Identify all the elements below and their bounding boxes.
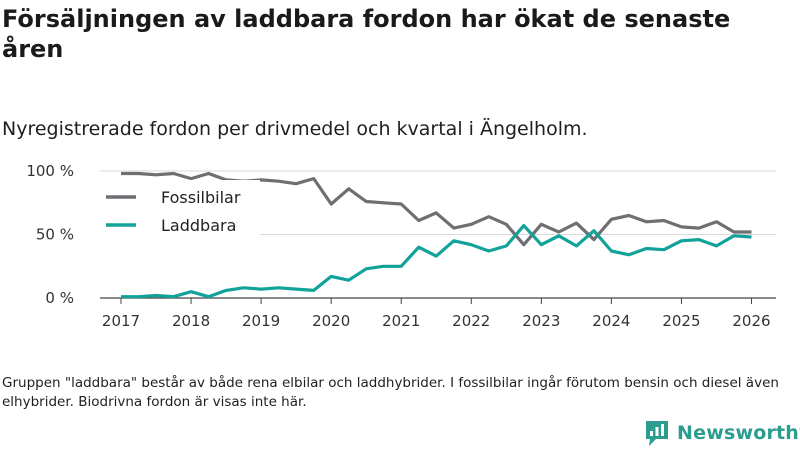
chart-subtitle: Nyregistrerade fordon per drivmedel och … bbox=[2, 118, 588, 140]
legend-background bbox=[97, 180, 260, 242]
footnote: Gruppen "laddbara" består av både rena e… bbox=[2, 375, 779, 410]
x-tick-label: 2021 bbox=[382, 312, 420, 330]
legend-label: Fossilbilar bbox=[161, 188, 241, 207]
y-tick-label: 0 % bbox=[45, 289, 74, 307]
series-line-laddbara bbox=[121, 223, 752, 299]
x-tick-label: 2019 bbox=[242, 312, 280, 330]
chart-title: Försäljningen av laddbara fordon har öka… bbox=[2, 5, 731, 63]
y-tick-label: 50 % bbox=[36, 226, 74, 244]
series-layer bbox=[121, 171, 752, 299]
axis-layer: 0 % 50 % 100 % 2017 2018 2019 2020 2021 2022 2023… bbox=[26, 162, 770, 330]
y-tick-label: 100 % bbox=[26, 162, 74, 180]
x-tick-label: 2017 bbox=[102, 312, 140, 330]
newsworthy-logo-icon bbox=[646, 421, 668, 446]
x-tick-label: 2025 bbox=[662, 312, 700, 330]
legend: Fossilbilar Laddbara bbox=[97, 180, 260, 242]
series-line-fossilbilar bbox=[121, 171, 752, 247]
x-tick-label: 2026 bbox=[732, 312, 770, 330]
x-tick-label: 2022 bbox=[452, 312, 490, 330]
brand-name: Newsworthy bbox=[677, 422, 800, 444]
legend-label: Laddbara bbox=[161, 216, 236, 235]
x-tick-label: 2023 bbox=[522, 312, 560, 330]
x-tick-label: 2018 bbox=[172, 312, 210, 330]
line-chart: 0 % 50 % 100 % 2017 2018 2019 2020 2021 2022 2023… bbox=[26, 162, 776, 330]
brand-logo: Newsworthy bbox=[644, 419, 800, 447]
x-tick-label: 2024 bbox=[592, 312, 630, 330]
x-tick-label: 2020 bbox=[312, 312, 350, 330]
